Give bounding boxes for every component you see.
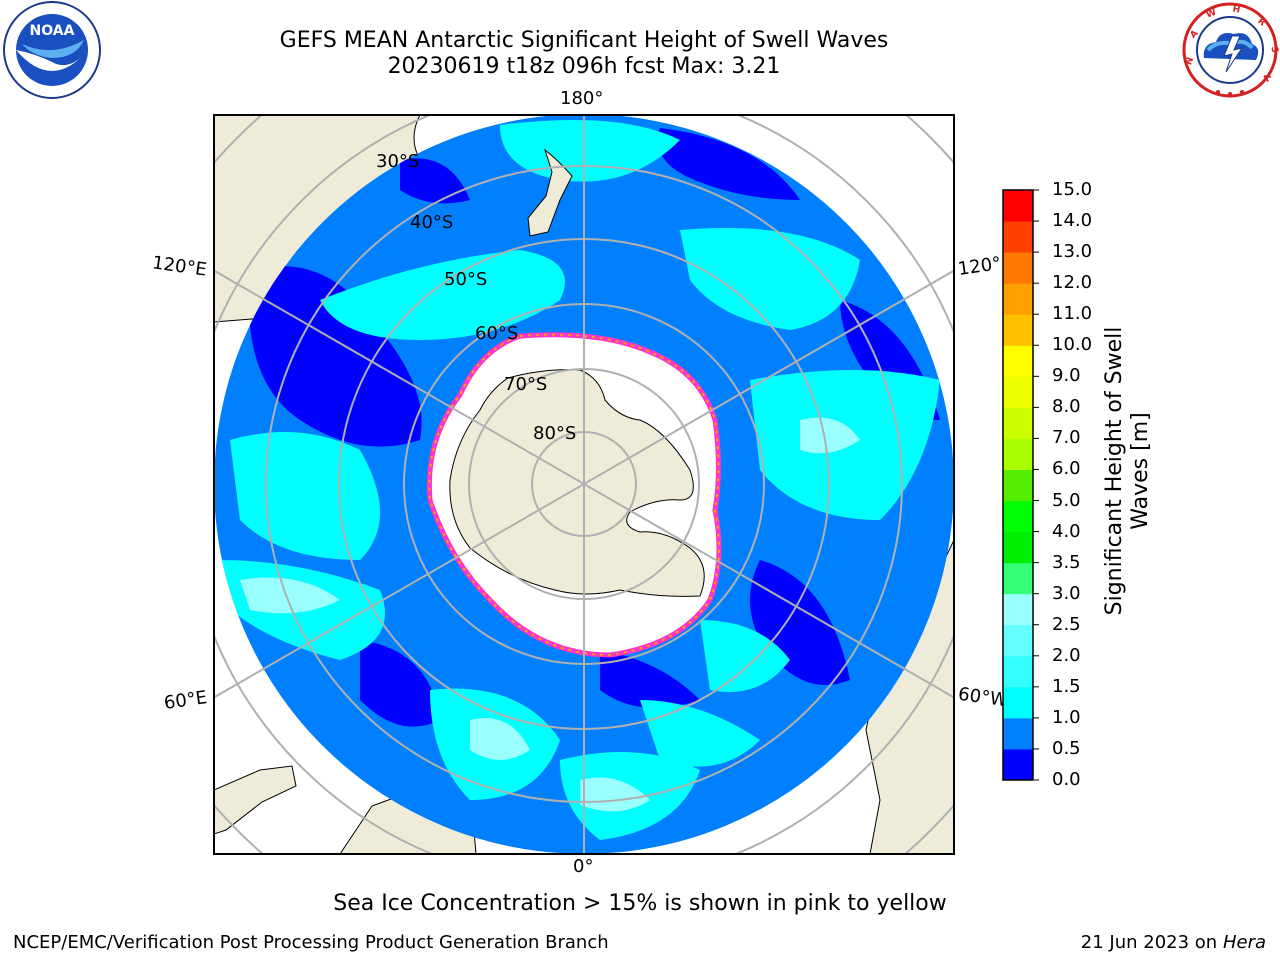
- colorbar-tick-label: 7.0: [1052, 427, 1081, 449]
- lon-label-bottom: 0°: [573, 856, 594, 877]
- colorbar-tick-label: 0.5: [1052, 737, 1081, 759]
- colorbar-bin: [1003, 190, 1033, 222]
- colorbar-tick-label: 15.0: [1052, 179, 1093, 200]
- svg-text:R: R: [1255, 16, 1267, 28]
- colorbar-bin: [1003, 593, 1033, 626]
- colorbar-tick-label: 4.0: [1052, 520, 1081, 542]
- credit-date: 21 Jun 2023 on: [1080, 932, 1218, 953]
- swell-high-regions: [240, 417, 860, 812]
- credit-host: Hera: [1222, 932, 1266, 953]
- lat-label-60s: 60°S: [475, 323, 519, 344]
- svg-text:S: S: [1268, 46, 1279, 54]
- colorbar-bin: [1003, 376, 1033, 408]
- colorbar-bin: [1003, 283, 1033, 315]
- colorbar-tick-label: 5.0: [1052, 489, 1081, 511]
- lat-label-70s: 70°S: [504, 374, 548, 395]
- colorbar-tick-label: 12.0: [1052, 272, 1093, 294]
- colorbar-bin: [1003, 500, 1033, 533]
- colorbar-bin: [1003, 345, 1033, 377]
- colorbar-tick-label: 11.0: [1052, 303, 1093, 325]
- colorbar-bin: [1003, 407, 1033, 439]
- colorbar-tick-label: 0.0: [1052, 769, 1081, 790]
- map-frame: [213, 114, 955, 855]
- new-zealand-landmass: [527, 148, 573, 237]
- colorbar-bin: [1003, 655, 1033, 688]
- lon-label-top: 180°: [560, 88, 604, 109]
- svg-text:H: H: [1232, 4, 1241, 15]
- colorbar-bin: [1003, 469, 1033, 502]
- lat-label-80s: 80°S: [533, 423, 577, 444]
- madagascar-landmass: [214, 765, 297, 835]
- noaa-logo-text: NOAA: [30, 23, 75, 39]
- lat-label-40s: 40°S: [410, 212, 454, 233]
- colorbar-tick-label: 1.5: [1052, 675, 1081, 697]
- colorbar-tick-label: 13.0: [1052, 241, 1093, 263]
- nws-logo: N A W H R S V: [1182, 2, 1279, 98]
- colorbar-bin: [1003, 314, 1033, 346]
- swell-low-regions: [248, 128, 940, 727]
- credit-right: 21 Jun 2023 on Hera: [1081, 932, 1266, 954]
- colorbar-tick-label: 1.0: [1052, 706, 1081, 728]
- colorbar-bin: [1003, 717, 1033, 750]
- svg-text:W: W: [1205, 8, 1218, 21]
- colorbar-tick-label: 8.0: [1052, 396, 1081, 418]
- colorbar-bin: [1003, 252, 1033, 284]
- colorbar-tick-label: 10.0: [1052, 334, 1093, 356]
- chart-title: GEFS MEAN Antarctic Significant Height o…: [279, 28, 889, 53]
- colorbar-tick-label: 6.0: [1052, 458, 1081, 480]
- credit-left: NCEP/EMC/Verification Post Processing Pr…: [13, 932, 609, 953]
- svg-text:N: N: [1184, 56, 1196, 67]
- colorbar-label: Significant Height of Swell Waves [m]: [1102, 326, 1153, 616]
- antarctica-landmass: [449, 369, 705, 597]
- colorbar-bin: [1003, 221, 1033, 253]
- colorbar-tick-label: 3.5: [1052, 551, 1081, 573]
- colorbar-tick-label: 9.0: [1052, 365, 1081, 387]
- colorbar-bin: [1003, 562, 1033, 595]
- lat-label-30s: 30°S: [376, 151, 420, 172]
- colorbar-bin: [1003, 531, 1033, 564]
- colorbar-tick-label: 14.0: [1052, 210, 1093, 232]
- colorbar-bin: [1003, 748, 1033, 781]
- colorbar-tick-label: 3.0: [1052, 582, 1081, 604]
- colorbar-tick-label: 2.0: [1052, 644, 1081, 666]
- colorbar-bin: [1003, 624, 1033, 657]
- chart-subtitle: 20230619 t18z 096h fcst Max: 3.21: [387, 54, 781, 79]
- colorbar-tick-label: 2.5: [1052, 613, 1081, 635]
- colorbar-frame: [1002, 189, 1034, 781]
- svg-text:V: V: [1260, 71, 1272, 82]
- colorbar-bin: [1003, 438, 1033, 470]
- colorbar-bin: [1003, 686, 1033, 719]
- sea-ice-note: Sea Ice Concentration > 15% is shown in …: [333, 891, 947, 916]
- noaa-logo: NOAA: [3, 1, 101, 99]
- lat-label-50s: 50°S: [444, 269, 488, 290]
